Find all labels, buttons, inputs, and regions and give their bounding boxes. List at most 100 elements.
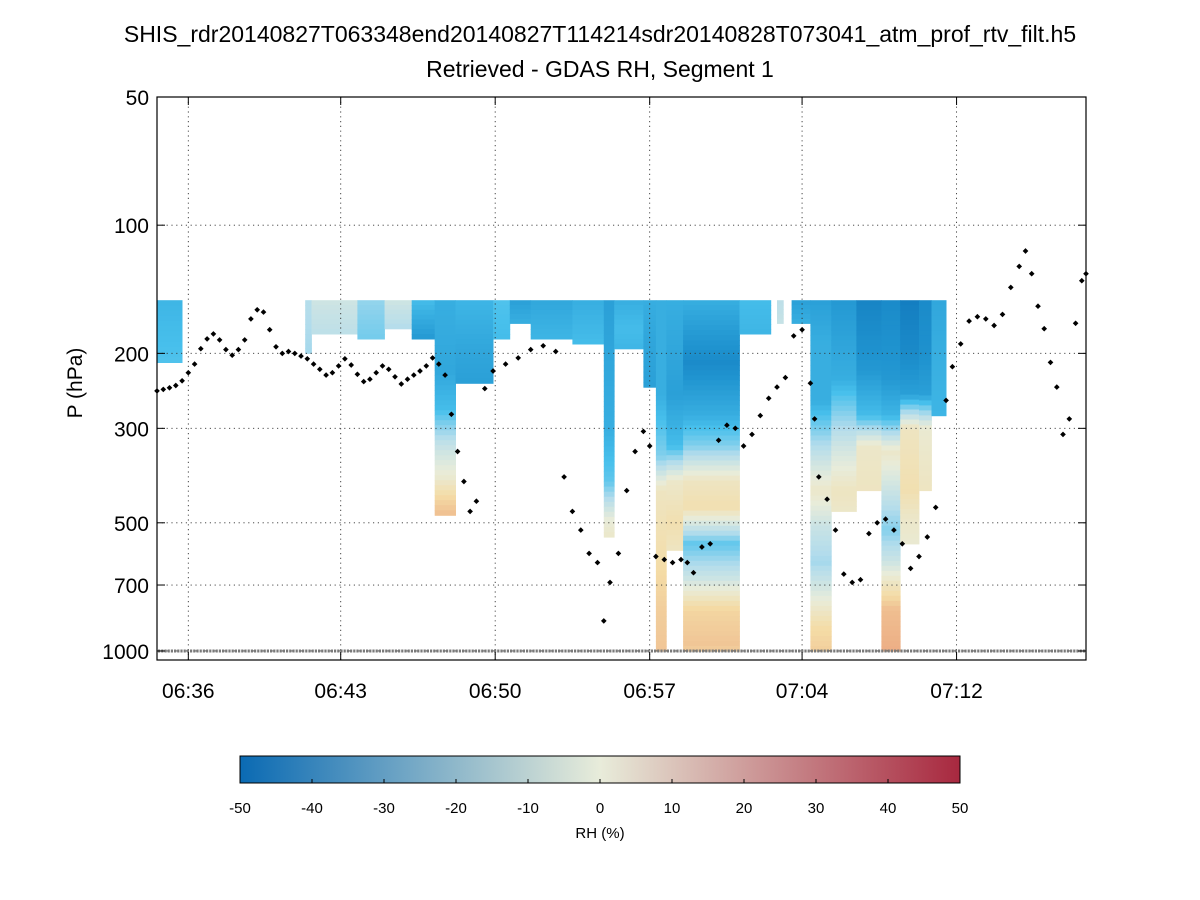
tropopause-marker	[260, 309, 267, 315]
surface-marker	[442, 649, 445, 653]
rh-cell	[881, 390, 901, 396]
surface-marker	[561, 649, 564, 653]
rh-cell	[305, 334, 312, 340]
surface-marker	[868, 649, 871, 653]
rh-cell	[643, 300, 657, 306]
surface-marker	[311, 649, 314, 653]
tropopause-marker	[291, 350, 298, 357]
rh-cell	[900, 414, 920, 421]
surface-marker	[609, 649, 612, 653]
rh-cell	[881, 340, 901, 346]
rh-cell	[739, 300, 772, 306]
rh-cell	[919, 380, 932, 386]
rh-cell	[655, 535, 667, 542]
surface-marker	[250, 649, 253, 653]
rh-cell	[831, 435, 857, 442]
rh-cell	[384, 304, 413, 311]
tropopause-marker	[1066, 416, 1073, 422]
rh-cell	[530, 300, 573, 306]
rh-cell	[831, 380, 857, 387]
surface-marker	[244, 649, 247, 653]
rh-cell	[739, 314, 772, 320]
rh-cell	[666, 535, 684, 541]
surface-marker	[670, 649, 673, 653]
rh-cell	[683, 505, 740, 512]
surface-marker	[308, 649, 311, 653]
rh-cell	[655, 405, 667, 411]
rh-cell	[919, 440, 932, 447]
surface-marker	[218, 649, 221, 653]
rh-cell	[305, 324, 312, 330]
rh-cell	[643, 305, 657, 311]
surface-marker	[487, 649, 490, 653]
rh-cell	[931, 330, 947, 336]
rh-cell	[900, 533, 920, 540]
rh-cell	[810, 385, 832, 391]
rh-cell	[683, 360, 740, 366]
rh-cell	[919, 435, 932, 441]
x-tick-label: 06:43	[314, 680, 367, 703]
rh-cell	[434, 490, 456, 496]
surface-marker	[932, 649, 935, 653]
rh-cell	[655, 570, 667, 577]
surface-marker	[663, 649, 666, 653]
rh-cell	[655, 585, 667, 592]
rh-cell	[856, 340, 882, 346]
rh-cell	[666, 485, 684, 491]
surface-marker	[1070, 649, 1073, 653]
rh-cell	[810, 505, 832, 512]
rh-cell	[810, 370, 832, 376]
rh-cell	[856, 395, 882, 401]
rh-cell	[655, 545, 667, 552]
rh-cell	[900, 439, 920, 445]
rh-cell	[777, 309, 784, 315]
surface-marker	[996, 649, 999, 653]
tropopause-marker	[932, 504, 939, 511]
surface-marker	[490, 649, 493, 653]
rh-cell	[810, 415, 832, 421]
rh-cell	[831, 461, 857, 467]
rh-cell	[655, 395, 667, 401]
surface-marker	[695, 649, 698, 653]
tropopause-marker	[949, 363, 956, 370]
tropopause-marker	[373, 369, 380, 376]
rh-cell	[157, 310, 183, 317]
surface-marker	[186, 649, 189, 653]
rh-cell	[810, 330, 832, 336]
rh-cell	[881, 375, 901, 381]
surface-marker	[654, 649, 657, 653]
tropopause-marker	[653, 553, 659, 560]
tropopause-marker	[924, 534, 931, 540]
surface-marker	[746, 649, 749, 653]
rh-cell	[530, 329, 573, 335]
surface-marker	[215, 649, 218, 653]
rh-cell	[919, 460, 932, 467]
rh-cell	[305, 329, 312, 335]
rh-cell	[900, 429, 920, 435]
rh-cell	[881, 625, 901, 632]
rh-cell	[931, 340, 947, 346]
rh-cell	[856, 375, 882, 381]
surface-marker	[926, 649, 929, 653]
rh-cell	[614, 339, 644, 345]
surface-marker	[1015, 649, 1018, 653]
surface-marker	[970, 649, 973, 653]
rh-cell	[831, 456, 857, 462]
tropopause-marker	[857, 576, 864, 583]
tropopause-marker	[417, 368, 423, 374]
surface-marker	[999, 649, 1002, 653]
surface-marker	[775, 649, 778, 653]
rh-cell	[810, 455, 832, 462]
tropopause-marker	[782, 374, 789, 381]
rh-cell	[856, 320, 882, 326]
rh-cell	[572, 300, 605, 306]
rh-cell	[683, 615, 740, 622]
rh-cell	[919, 310, 932, 316]
rh-cell	[357, 300, 385, 306]
tropopause-marker	[749, 431, 755, 438]
tropopause-marker	[632, 448, 638, 455]
rh-cell	[900, 394, 920, 401]
rh-cell	[810, 475, 832, 482]
rh-cell	[614, 309, 644, 316]
rh-cell	[434, 340, 456, 346]
